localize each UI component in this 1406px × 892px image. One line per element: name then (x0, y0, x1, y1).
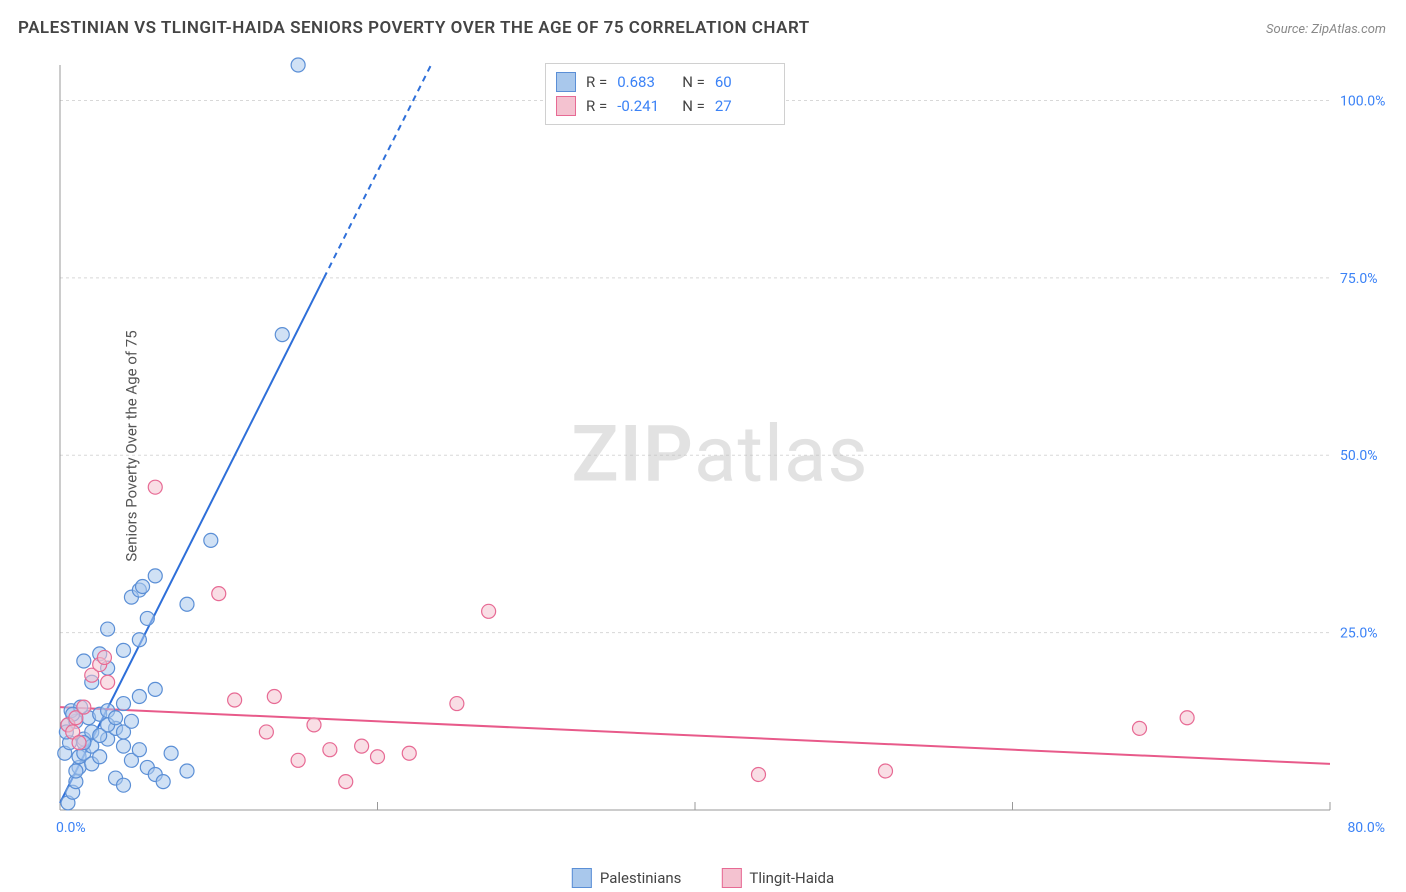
legend-item-tlingit: Tlingit-Haida (721, 868, 834, 888)
r-value-1: 0.683 (617, 73, 672, 91)
svg-text:75.0%: 75.0% (1340, 271, 1378, 287)
svg-text:100.0%: 100.0% (1340, 93, 1385, 109)
correlation-row-1: R = 0.683 N = 60 (556, 70, 770, 94)
n-label: N = (682, 73, 705, 91)
swatch-tlingit (556, 96, 576, 116)
swatch-tlingit-icon (721, 868, 741, 888)
svg-text:25.0%: 25.0% (1340, 626, 1378, 642)
swatch-palestinians (556, 72, 576, 92)
plot-area: ZIPatlas 25.0%50.0%75.0%100.0%0.0%80.0% (50, 60, 1390, 850)
legend-label-1: Palestinians (600, 869, 682, 887)
r-value-2: -0.241 (617, 97, 672, 115)
scatter-chart: 25.0% 50.0% 75.0% 100.0% 0.0% 80.0% (50, 60, 1390, 850)
legend-label-2: Tlingit-Haida (749, 869, 834, 887)
n-value-1: 60 (715, 73, 770, 91)
svg-text:0.0%: 0.0% (56, 820, 86, 836)
correlation-row-2: R = -0.241 N = 27 (556, 94, 770, 118)
r-label: R = (586, 97, 607, 115)
source-credit: Source: ZipAtlas.com (1266, 22, 1386, 37)
legend-item-palestinians: Palestinians (572, 868, 682, 888)
n-value-2: 27 (715, 97, 770, 115)
r-label: R = (586, 73, 607, 91)
svg-text:80.0%: 80.0% (1347, 820, 1385, 836)
svg-text:50.0%: 50.0% (1340, 448, 1378, 464)
series-legend: Palestinians Tlingit-Haida (572, 868, 834, 888)
n-label: N = (682, 97, 705, 115)
correlation-legend: R = 0.683 N = 60 R = -0.241 N = 27 (545, 63, 785, 125)
swatch-palestinians-icon (572, 868, 592, 888)
chart-title: PALESTINIAN VS TLINGIT-HAIDA SENIORS POV… (18, 18, 810, 38)
